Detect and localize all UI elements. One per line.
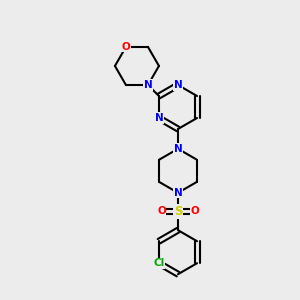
Text: N: N xyxy=(144,80,152,90)
Text: O: O xyxy=(190,206,199,217)
Text: N: N xyxy=(174,144,182,154)
Text: N: N xyxy=(174,80,182,90)
Text: N: N xyxy=(154,113,163,123)
Text: N: N xyxy=(174,188,182,198)
Text: Cl: Cl xyxy=(153,258,165,268)
Text: N: N xyxy=(144,80,152,90)
Text: N: N xyxy=(174,144,182,154)
Text: S: S xyxy=(174,205,182,218)
Text: O: O xyxy=(157,206,166,217)
Text: O: O xyxy=(122,42,130,52)
